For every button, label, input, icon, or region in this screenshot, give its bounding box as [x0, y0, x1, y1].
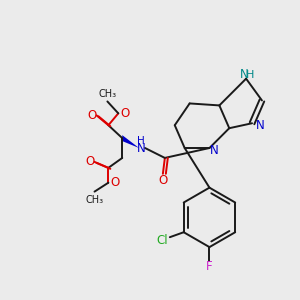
Text: CH₃: CH₃ [98, 88, 116, 98]
Text: O: O [111, 176, 120, 189]
Polygon shape [122, 135, 139, 148]
Text: H: H [246, 70, 254, 80]
Text: CH₃: CH₃ [85, 194, 103, 205]
Text: N: N [210, 143, 219, 157]
Text: O: O [85, 155, 94, 168]
Text: N: N [240, 68, 248, 81]
Text: F: F [206, 260, 213, 273]
Text: Cl: Cl [156, 234, 168, 247]
Text: O: O [158, 174, 167, 187]
Text: N: N [137, 142, 146, 154]
Text: O: O [87, 109, 96, 122]
Text: O: O [121, 107, 130, 120]
Text: H: H [137, 136, 145, 146]
Text: N: N [256, 119, 264, 132]
